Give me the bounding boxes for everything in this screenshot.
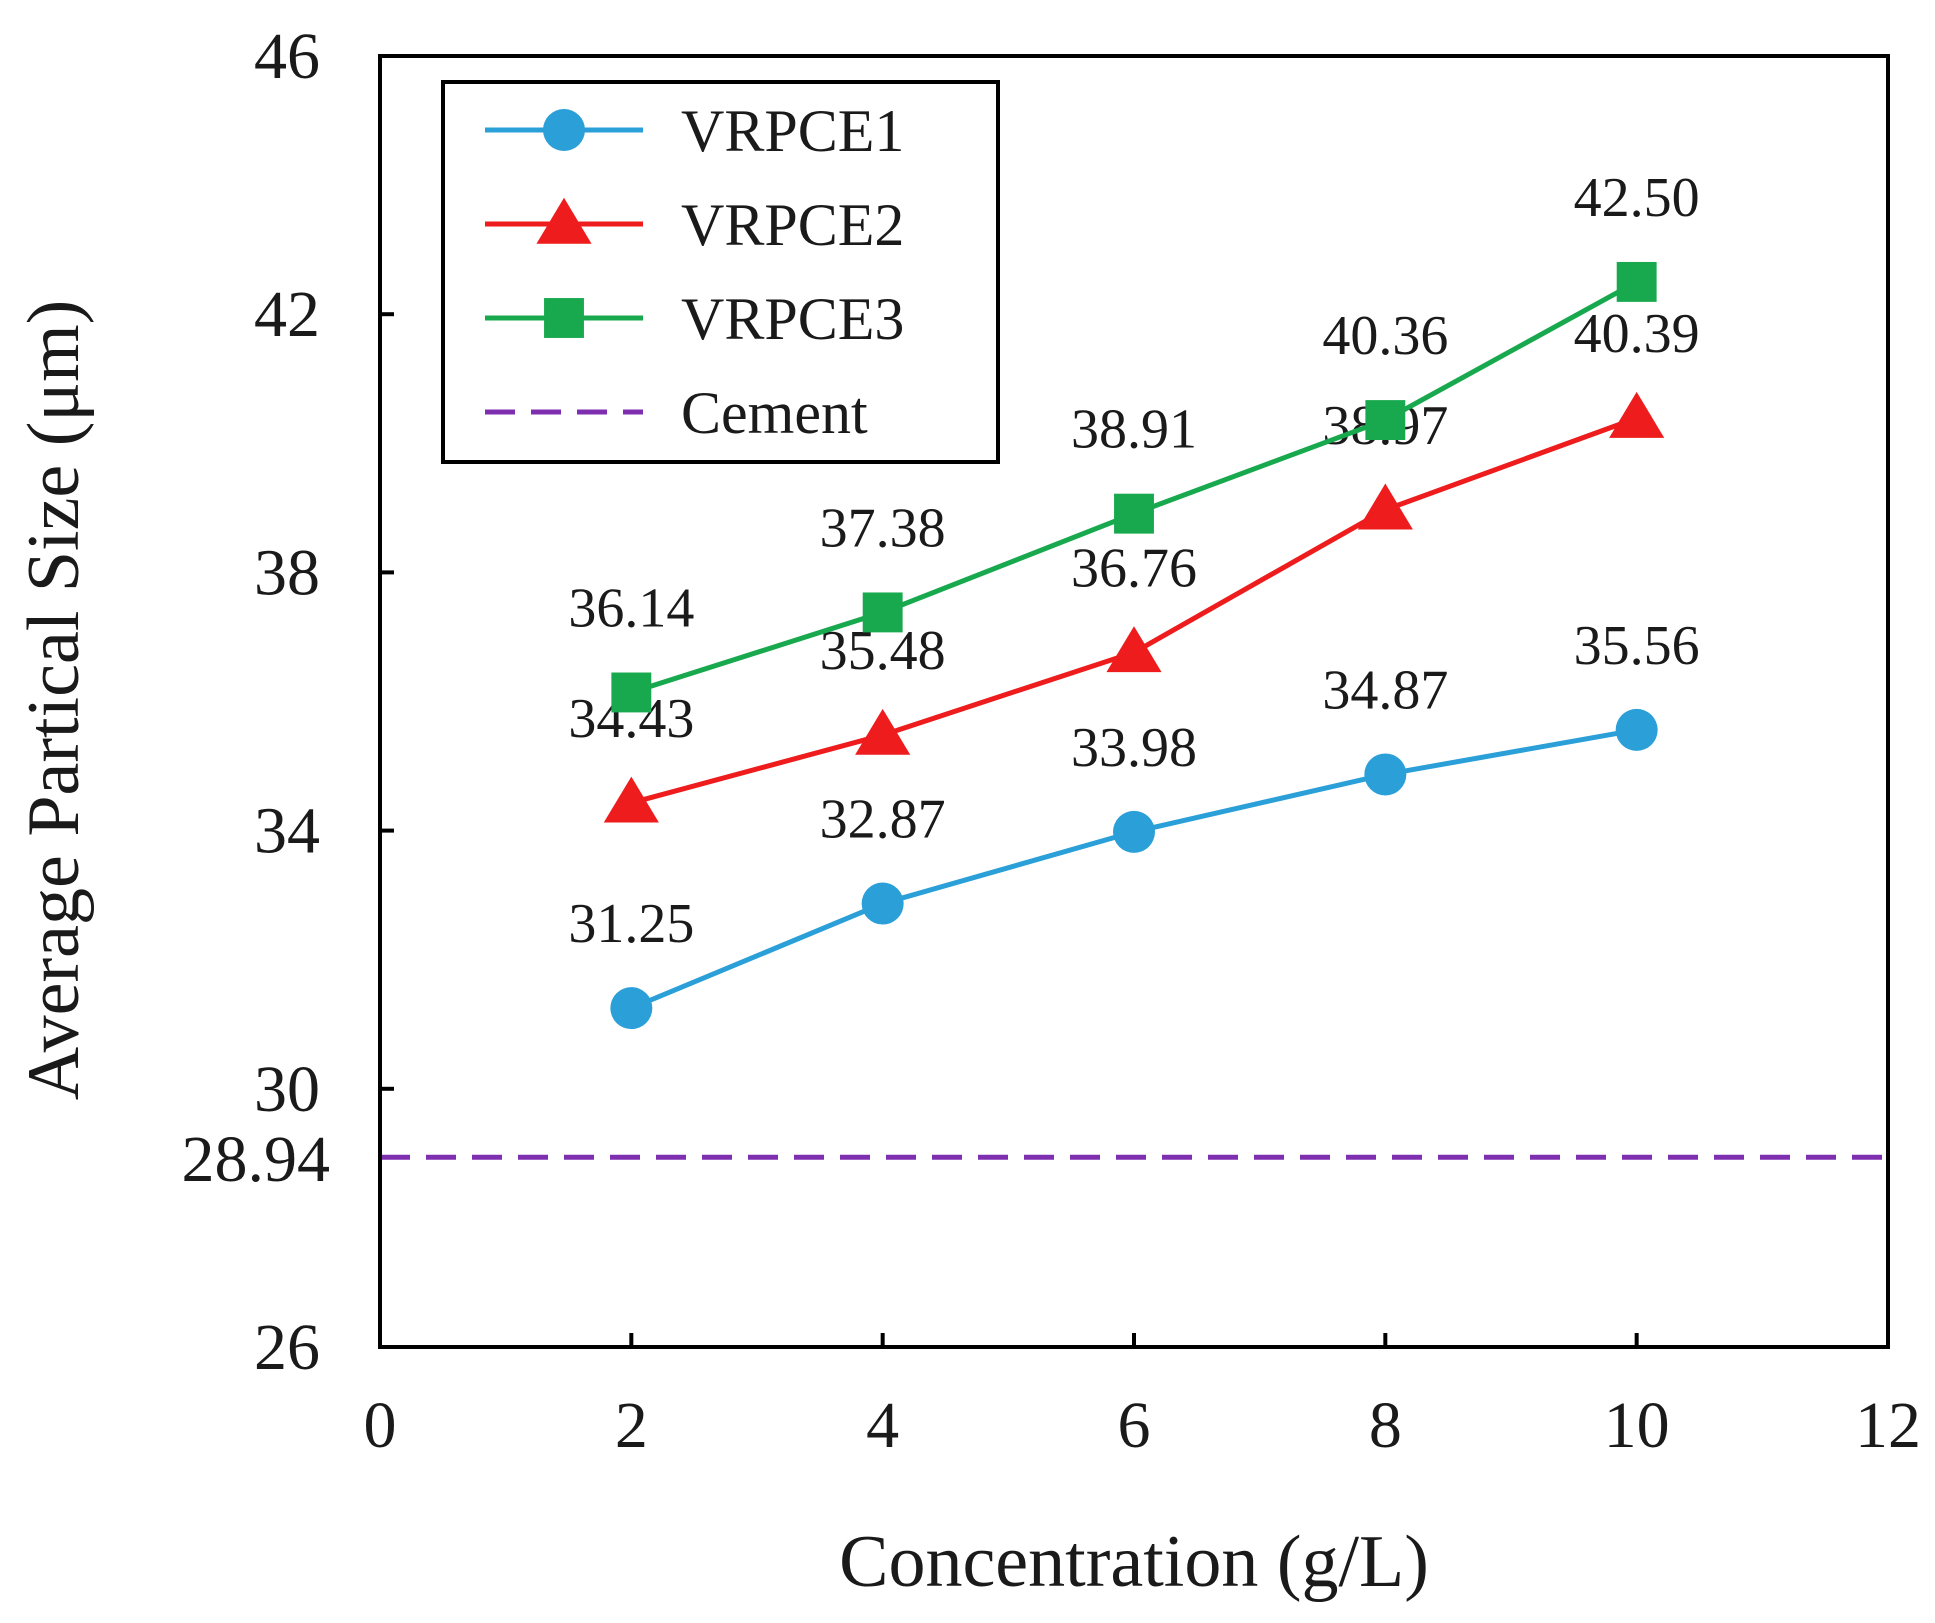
- vrpce3-data-label: 37.38: [820, 497, 946, 559]
- legend-frame: [441, 80, 1000, 464]
- x-tick-label: 2: [615, 1389, 648, 1462]
- legend-label: Cement: [681, 380, 868, 446]
- x-tick-label: 6: [1118, 1389, 1151, 1462]
- legend-label: VRPCE3: [681, 286, 904, 352]
- vrpce3-point: [1365, 400, 1406, 441]
- y-tick-label: 30: [254, 1053, 320, 1126]
- vrpce3-data-label: 42.50: [1574, 167, 1700, 229]
- x-tick-label: 8: [1369, 1389, 1402, 1462]
- vrpce3-point: [611, 672, 652, 713]
- vrpce1-data-label: 31.25: [568, 893, 694, 955]
- vrpce1-point: [1615, 708, 1658, 751]
- vrpce2-data-label: 36.76: [1071, 537, 1197, 599]
- vrpce3-data-label: 40.36: [1322, 305, 1448, 367]
- vrpce2-point: [1357, 483, 1413, 530]
- vrpce1-point: [1113, 810, 1155, 853]
- vrpce2-point: [1609, 391, 1665, 438]
- vrpce2-data-label: 40.39: [1574, 303, 1700, 365]
- legend-swatch-marker: [544, 298, 584, 338]
- legend-swatch-marker: [536, 197, 592, 244]
- y-tick-label: 46: [254, 20, 320, 93]
- x-axis-title: Concentration (g/L): [839, 1521, 1429, 1603]
- vrpce1-data-label: 34.87: [1322, 659, 1448, 721]
- vrpce3-point: [862, 592, 903, 633]
- vrpce2-point: [855, 708, 911, 755]
- y-tick-label: 38: [254, 536, 320, 609]
- legend-label: VRPCE2: [681, 192, 904, 258]
- vrpce1-data-label: 35.56: [1574, 615, 1700, 677]
- y-axis-title: Average Partical Size (μm): [13, 300, 95, 1101]
- y-tick-label: 34: [254, 795, 320, 868]
- x-tick-label: 10: [1604, 1389, 1670, 1462]
- y-tick-label: 42: [254, 278, 320, 351]
- x-tick-label: 4: [866, 1389, 899, 1462]
- legend-label: VRPCE1: [681, 98, 904, 164]
- x-tick-label: 0: [364, 1389, 397, 1462]
- vrpce1-point: [861, 882, 904, 925]
- vrpce3-point: [1616, 261, 1657, 302]
- vrpce1-data-label: 32.87: [820, 789, 946, 851]
- legend-swatch-marker: [543, 109, 585, 151]
- vrpce2-point: [1106, 626, 1162, 673]
- vrpce2-point: [603, 776, 659, 823]
- vrpce3-point: [1114, 493, 1154, 534]
- vrpce3-data-label: 38.91: [1071, 399, 1197, 461]
- cement-reference-label: 28.94: [182, 1123, 331, 1196]
- vrpce1-point: [1364, 753, 1407, 796]
- y-tick-label: 26: [254, 1311, 320, 1384]
- legend: VRPCE1 VRPCE2 VRPCE3 Cement: [441, 80, 1000, 464]
- x-tick-label: 12: [1855, 1389, 1921, 1462]
- vrpce3-data-label: 36.14: [568, 577, 694, 639]
- vrpce1-data-label: 33.98: [1071, 717, 1197, 779]
- vrpce1-point: [610, 987, 653, 1030]
- plot-area: 31.2532.8733.9834.8735.5634.4335.4836.76…: [380, 167, 1888, 1160]
